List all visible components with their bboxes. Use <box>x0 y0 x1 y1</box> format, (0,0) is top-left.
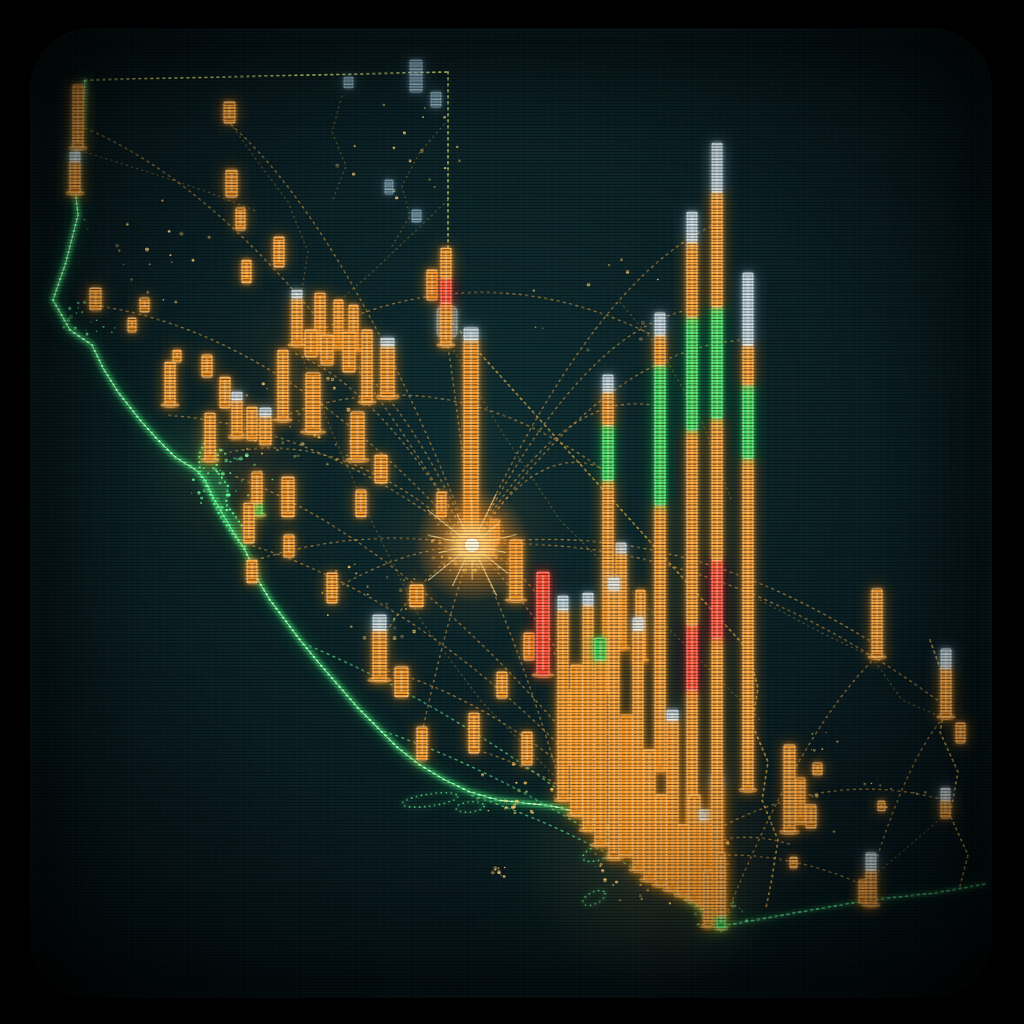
data-bar <box>394 666 409 698</box>
data-bar <box>243 502 255 544</box>
data-bar <box>304 329 318 358</box>
data-bar <box>139 297 150 313</box>
data-bar <box>355 489 367 518</box>
data-bar <box>789 856 798 869</box>
data-bar <box>936 648 956 720</box>
data-bar <box>273 236 285 268</box>
data-bar <box>877 800 886 812</box>
data-bar <box>426 269 438 301</box>
crt-screen <box>30 28 992 998</box>
data-bar <box>241 259 252 284</box>
ghost-bar <box>409 59 423 93</box>
ghost-bar <box>430 91 442 108</box>
data-bar <box>374 454 388 484</box>
channel-island-outline <box>401 792 459 808</box>
data-bar <box>225 169 238 198</box>
data-bar <box>521 731 533 766</box>
data-bar <box>172 349 182 363</box>
california-map-visualization <box>50 59 986 998</box>
ghost-bar <box>343 76 354 89</box>
data-bar <box>858 879 867 904</box>
data-bar <box>235 207 246 231</box>
data-bar <box>65 151 85 196</box>
data-bar <box>955 722 966 744</box>
data-bar <box>468 712 480 754</box>
data-bar <box>940 787 951 819</box>
data-bar <box>805 804 817 829</box>
hub-starburst <box>414 487 530 603</box>
data-bar <box>283 534 295 558</box>
data-bar <box>523 632 535 661</box>
data-bar <box>867 588 887 660</box>
data-bar <box>367 614 392 683</box>
data-bar <box>416 726 428 761</box>
data-bar <box>219 376 231 409</box>
ghost-bars <box>343 59 442 223</box>
data-bar <box>259 407 272 446</box>
data-bar <box>246 406 258 441</box>
data-bar <box>342 331 356 373</box>
data-bar <box>89 287 102 311</box>
ghost-bar <box>411 209 422 223</box>
data-bar <box>281 476 295 518</box>
data-bar <box>496 671 508 699</box>
data-bar <box>320 334 334 366</box>
data-bar <box>246 559 258 584</box>
data-bar <box>201 354 213 378</box>
data-bar <box>223 101 236 124</box>
data-bar <box>326 572 338 604</box>
data-bar <box>812 762 823 776</box>
data-bar <box>127 317 137 333</box>
ghost-bar <box>384 179 394 195</box>
data-bar <box>409 584 424 608</box>
